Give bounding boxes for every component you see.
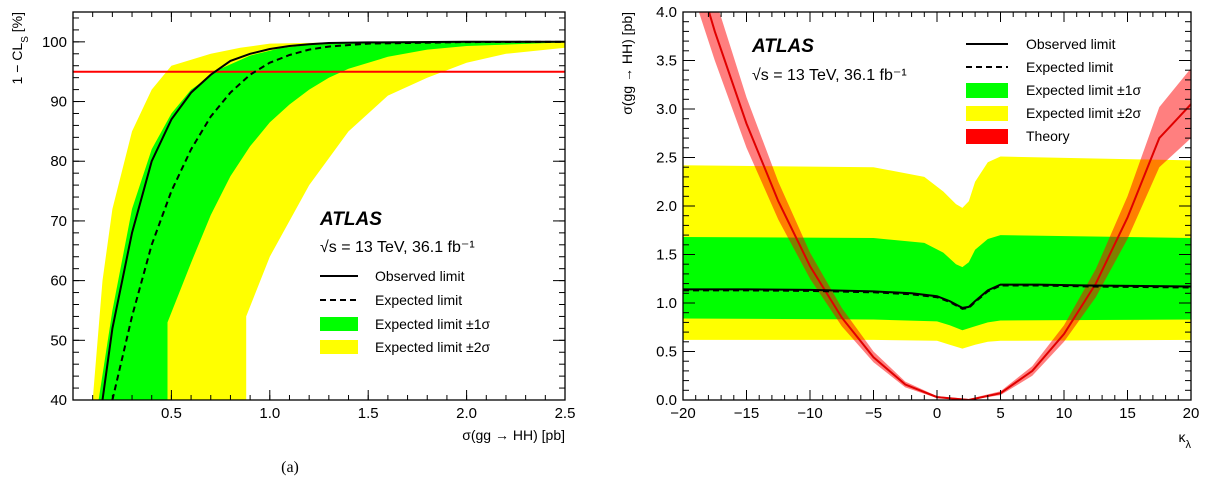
x-axis-label-a: σ(gg → HH) [pb] <box>462 427 565 443</box>
x-axis-label-b: κλ <box>1179 429 1192 451</box>
x-tick-label-b: −15 <box>734 405 759 422</box>
atlas-label-a: ATLAS <box>319 209 382 230</box>
legend-2sigma-a: Expected limit ±2σ <box>375 339 491 355</box>
legend-expected-a: Expected limit <box>375 292 462 308</box>
legend-observed-a: Observed limit <box>375 268 465 284</box>
panel-caption-a: (a) <box>281 459 299 476</box>
legend-b: Observed limit Expected limit Expected l… <box>966 36 1142 144</box>
energy-label-b: √s = 13 TeV, 36.1 fb⁻¹ <box>752 67 907 84</box>
series-expected-limit-a <box>111 40 565 400</box>
x-tick-label-b: 0 <box>933 405 941 422</box>
chart-panel-a: 0.5 1.0 1.5 2.0 2.5 40 50 60 70 80 90 100 σ(gg → HH… <box>9 11 576 476</box>
x-tick-label-a: 1.0 <box>259 405 280 422</box>
legend-a: Observed limit Expected limit Expected l… <box>320 268 491 355</box>
y-tick-label-a: 80 <box>50 153 67 170</box>
legend-1sigma-swatch-a <box>320 317 358 331</box>
legend-1sigma-swatch-b <box>966 83 1008 98</box>
x-tick-label-b: −20 <box>670 405 695 422</box>
x-tick-label-b: 10 <box>1056 405 1073 422</box>
legend-2sigma-b: Expected limit ±2σ <box>1026 105 1142 121</box>
y-tick-label-b: 2.5 <box>656 150 677 167</box>
x-tick-label-b: −5 <box>865 405 882 422</box>
y-tick-label-b: 3.5 <box>656 53 677 70</box>
y-tick-label-a: 90 <box>50 94 67 111</box>
series-expected-limit-b <box>683 284 1191 310</box>
legend-expected-b: Expected limit <box>1026 59 1113 75</box>
legend-observed-b: Observed limit <box>1026 36 1116 52</box>
legend-theory-swatch-b <box>966 129 1008 144</box>
y-tick-label-a: 50 <box>50 332 67 349</box>
series-observed-limit-a <box>101 40 565 400</box>
band-expected-limit-1--a <box>98 41 565 400</box>
chart-panel-b: −20 −15 −10 −5 0 5 10 15 20 0.0 0.5 1.0 1.5 2.0 2.5 3.0… <box>619 4 1200 451</box>
x-tick-label-a: 2.0 <box>456 405 477 422</box>
plot-frame-a <box>72 11 566 401</box>
y-tick-label-b: 2.0 <box>656 198 677 215</box>
y-axis-label-b: σ(gg → HH) [pb] <box>619 12 635 115</box>
y-tick-label-b: 0.0 <box>656 392 677 409</box>
legend-1sigma-a: Expected limit ±1σ <box>375 316 491 332</box>
energy-label-a: √s = 13 TeV, 36.1 fb⁻¹ <box>320 239 475 256</box>
y-tick-label-a: 60 <box>50 273 67 290</box>
legend-2sigma-swatch-b <box>966 106 1008 121</box>
legend-2sigma-swatch-a <box>320 340 358 354</box>
y-tick-label-b: 1.5 <box>656 247 677 264</box>
y-tick-label-a: 100 <box>42 34 67 51</box>
y-tick-label-b: 0.5 <box>656 344 677 361</box>
x-tick-label-b: 5 <box>996 405 1004 422</box>
x-tick-label-a: 2.5 <box>555 405 576 422</box>
y-tick-label-a: 70 <box>50 213 67 230</box>
y-tick-label-b: 4.0 <box>656 4 677 21</box>
y-tick-label-b: 1.0 <box>656 295 677 312</box>
legend-theory-b: Theory <box>1026 128 1070 144</box>
y-tick-label-b: 3.0 <box>656 101 677 118</box>
atlas-label-b: ATLAS <box>751 36 814 57</box>
x-tick-label-b: −10 <box>797 405 822 422</box>
x-tick-label-b: 20 <box>1183 405 1200 422</box>
y-tick-label-a: 40 <box>50 392 67 409</box>
x-tick-label-a: 1.5 <box>358 405 379 422</box>
y-axis-label-a: 1 − CLS [%] <box>9 12 31 84</box>
legend-1sigma-b: Expected limit ±1σ <box>1026 82 1142 98</box>
x-tick-label-b: 15 <box>1119 405 1136 422</box>
x-tick-label-a: 0.5 <box>161 405 182 422</box>
